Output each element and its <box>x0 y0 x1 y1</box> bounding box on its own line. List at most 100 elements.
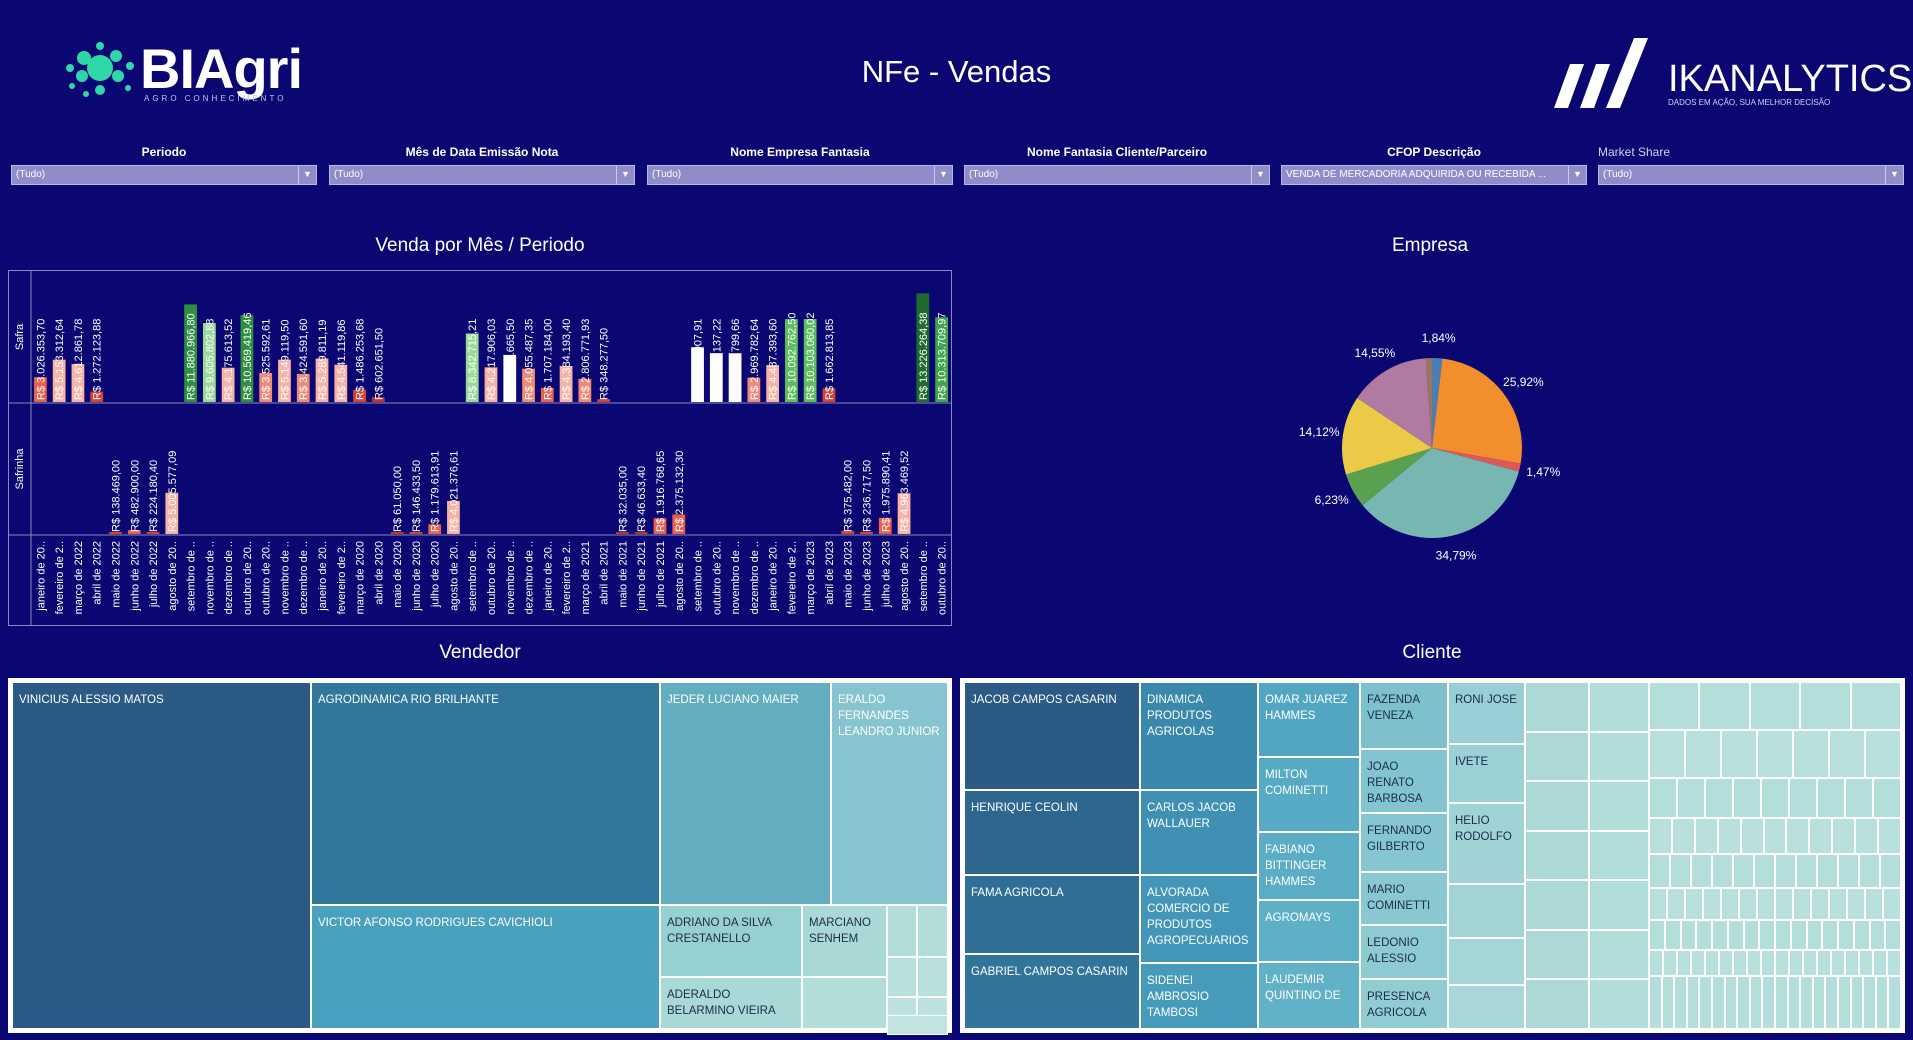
treemap-cell[interactable] <box>1525 979 1589 1029</box>
filter-cliente[interactable]: Nome Fantasia Cliente/Parceiro (Tudo) ▼ <box>964 145 1270 185</box>
filter-dropdown[interactable]: (Tudo) ▼ <box>964 165 1270 185</box>
treemap-cell[interactable] <box>1705 950 1719 976</box>
treemap-cell[interactable] <box>1680 920 1697 950</box>
treemap-cell[interactable] <box>1649 730 1685 778</box>
treemap-cell[interactable]: HENRIQUE CEOLIN <box>964 790 1140 875</box>
treemap-cell[interactable]: JOAO RENATO BARBOSA <box>1360 749 1448 813</box>
treemap-cell[interactable]: IVETE <box>1448 744 1525 803</box>
treemap-cell[interactable] <box>1853 920 1870 950</box>
treemap-cell[interactable] <box>1677 778 1705 818</box>
treemap-cell[interactable]: ADERALDO BELARMINO VIEIRA <box>660 977 802 1029</box>
treemap-cell[interactable] <box>1664 920 1681 950</box>
treemap-cell[interactable] <box>1589 682 1649 732</box>
treemap-cell[interactable]: RONI JOSE <box>1448 682 1525 744</box>
treemap-cell[interactable] <box>1865 888 1883 920</box>
filter-mes-emissao[interactable]: Mês de Data Emissão Nota (Tudo) ▼ <box>329 145 635 185</box>
treemap-cell[interactable] <box>1847 888 1865 920</box>
treemap-cell[interactable] <box>1873 778 1901 818</box>
treemap-cell[interactable]: ADRIANO DA SILVA CRESTANELLO <box>660 905 802 977</box>
treemap-cell[interactable] <box>1649 976 1662 1029</box>
treemap-cell[interactable] <box>1855 818 1879 854</box>
treemap-cell[interactable] <box>1757 730 1793 778</box>
treemap-cell[interactable] <box>1733 854 1754 888</box>
treemap-cell[interactable] <box>1448 985 1525 1029</box>
treemap-cell[interactable] <box>1649 854 1670 888</box>
treemap-cell[interactable] <box>1888 976 1901 1029</box>
treemap-cell[interactable] <box>1873 950 1887 976</box>
treemap-cell[interactable] <box>802 977 887 1029</box>
treemap-cell[interactable] <box>1699 976 1712 1029</box>
treemap-cell[interactable] <box>1863 976 1876 1029</box>
treemap-cell[interactable] <box>1831 950 1845 976</box>
treemap-cell[interactable]: SIDENEI AMBROSIO TAMBOSI <box>1140 963 1258 1029</box>
treemap-cell[interactable] <box>1817 950 1831 976</box>
treemap-cell[interactable] <box>1525 781 1589 831</box>
treemap-cell[interactable] <box>1775 854 1796 888</box>
treemap-cell[interactable] <box>1727 920 1744 950</box>
treemap-cell[interactable] <box>1845 950 1859 976</box>
treemap-cell[interactable] <box>1589 731 1649 782</box>
treemap-cell[interactable]: FERNANDO GILBERTO <box>1360 813 1448 872</box>
chevron-down-icon[interactable]: ▼ <box>1568 166 1586 184</box>
treemap-cell[interactable]: JEDER LUCIANO MAIER <box>660 682 831 905</box>
treemap-cell[interactable] <box>1743 920 1760 950</box>
treemap-cell[interactable] <box>1775 950 1789 976</box>
filter-cfop[interactable]: CFOP Descrição VENDA DE MERCADORIA ADQUI… <box>1281 145 1587 185</box>
treemap-cell[interactable]: CARLOS JACOB WALLAUER <box>1140 790 1258 875</box>
treemap-cell[interactable] <box>1712 976 1725 1029</box>
treemap-cell[interactable]: HELIO RODOLFO <box>1448 803 1525 884</box>
chevron-down-icon[interactable]: ▼ <box>616 166 634 184</box>
treemap-cell[interactable] <box>1671 818 1695 854</box>
treemap-cell[interactable] <box>1775 976 1788 1029</box>
treemap-cell[interactable] <box>887 957 917 997</box>
treemap-cell[interactable] <box>1793 730 1829 778</box>
treemap-cell[interactable] <box>1754 854 1775 888</box>
treemap-cell[interactable] <box>1762 976 1775 1029</box>
treemap-cell[interactable] <box>1721 730 1757 778</box>
treemap-cell[interactable]: MARIO COMINETTI <box>1360 872 1448 925</box>
treemap-cell[interactable] <box>1525 830 1589 881</box>
treemap-cell[interactable] <box>1719 950 1733 976</box>
treemap-cell[interactable] <box>1589 880 1649 930</box>
treemap-cell[interactable]: ERALDO FERNANDES LEANDRO JUNIOR <box>831 682 948 905</box>
treemap-cell[interactable] <box>1869 920 1886 950</box>
treemap-cell[interactable] <box>1757 888 1775 920</box>
treemap-cell[interactable]: ALVORADA COMERCIO DE PRODUTOS AGROPECUAR… <box>1140 875 1258 963</box>
filter-dropdown[interactable]: (Tudo) ▼ <box>329 165 635 185</box>
treemap-cell[interactable] <box>1817 778 1845 818</box>
treemap-cell[interactable] <box>1691 950 1705 976</box>
treemap-cell[interactable] <box>1832 818 1856 854</box>
filter-dropdown[interactable]: (Tudo) ▼ <box>1598 165 1904 185</box>
treemap-cell[interactable]: VICTOR AFONSO RODRIGUES CAVICHIOLI <box>311 905 660 1029</box>
treemap-cell[interactable] <box>887 1015 948 1035</box>
treemap-cell[interactable] <box>1850 976 1864 1029</box>
treemap-cell[interactable] <box>1694 818 1718 854</box>
treemap-cell[interactable] <box>1878 818 1901 854</box>
treemap-cell[interactable] <box>887 905 917 957</box>
treemap-cell[interactable] <box>1448 938 1525 985</box>
treemap-cell[interactable]: OMAR JUAREZ HAMMES <box>1258 682 1360 757</box>
treemap-cell[interactable] <box>1703 888 1721 920</box>
treemap-cell[interactable] <box>1737 976 1750 1029</box>
treemap-cell[interactable] <box>1649 818 1672 854</box>
treemap-cell[interactable] <box>1838 976 1851 1029</box>
treemap-cell[interactable] <box>1803 950 1817 976</box>
treemap-cell[interactable] <box>1685 730 1721 778</box>
treemap-cell[interactable] <box>1749 976 1763 1029</box>
treemap-cell[interactable] <box>1733 778 1761 818</box>
treemap-cell[interactable] <box>1880 854 1901 888</box>
treemap-cell[interactable] <box>1733 950 1747 976</box>
treemap-cell[interactable] <box>1649 888 1667 920</box>
treemap-cell[interactable] <box>1793 888 1811 920</box>
treemap-cell[interactable]: FABIANO BITTINGER HAMMES <box>1258 832 1360 900</box>
treemap-cell[interactable] <box>1674 976 1687 1029</box>
treemap-cell[interactable] <box>1829 730 1865 778</box>
treemap-cell[interactable] <box>1806 920 1823 950</box>
treemap-cell[interactable] <box>1717 818 1741 854</box>
treemap-cell[interactable] <box>1775 888 1793 920</box>
treemap-cell[interactable] <box>917 957 948 997</box>
treemap-cell[interactable]: FAZENDA VENEZA <box>1360 682 1448 749</box>
treemap-cell[interactable] <box>1786 818 1810 854</box>
treemap-cell[interactable] <box>1661 976 1675 1029</box>
treemap-cell[interactable]: AGROMAYS <box>1258 900 1360 962</box>
